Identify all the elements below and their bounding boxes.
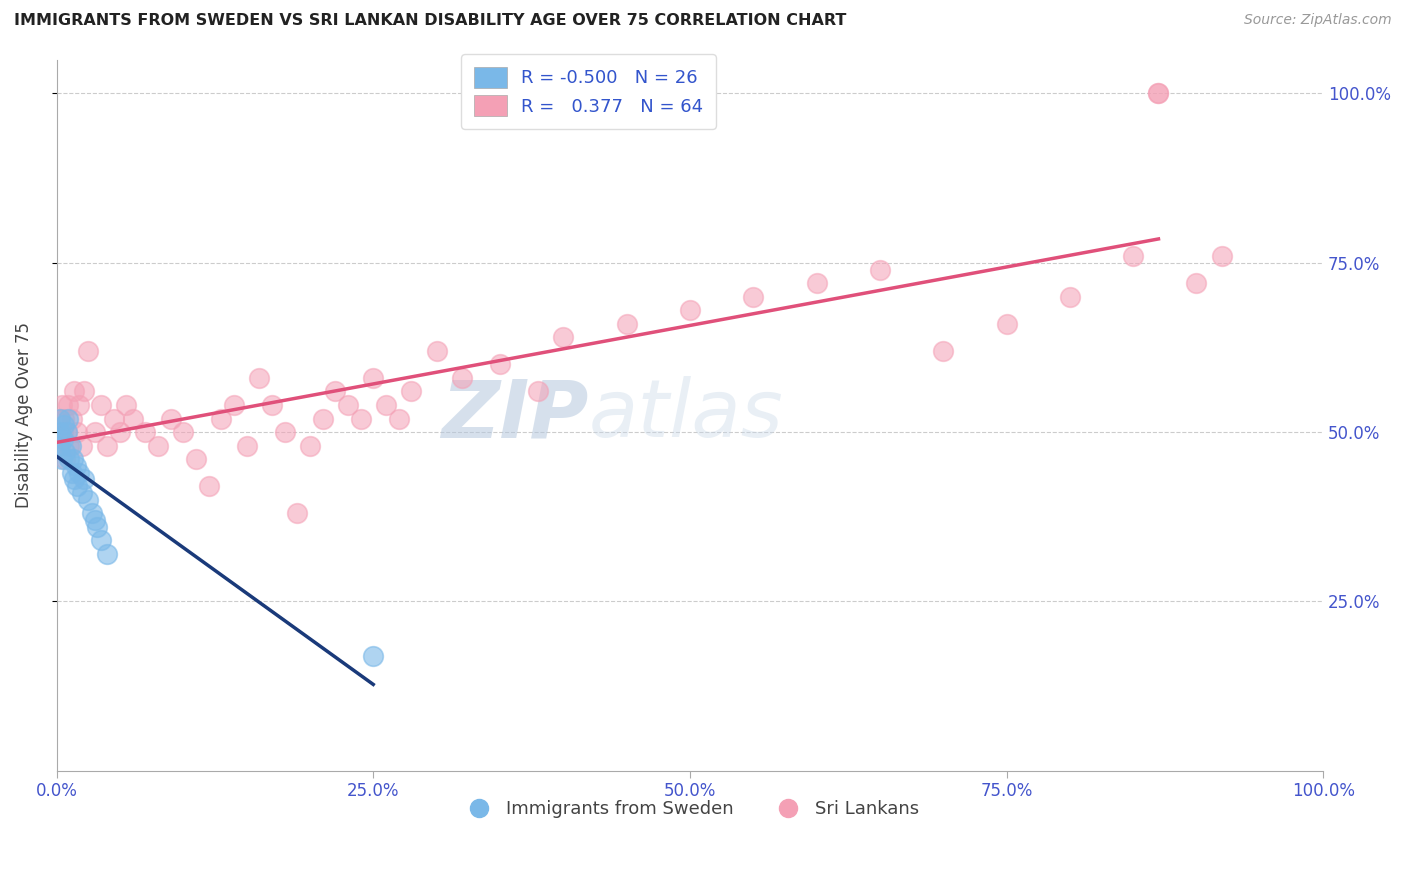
Point xyxy=(995,317,1018,331)
Point xyxy=(235,439,257,453)
Point xyxy=(489,357,512,371)
Point xyxy=(426,343,449,358)
Point xyxy=(83,425,105,439)
Point xyxy=(399,384,422,399)
Point xyxy=(55,425,77,439)
Point xyxy=(48,411,70,425)
Point xyxy=(121,411,143,425)
Point xyxy=(48,439,70,453)
Point xyxy=(56,398,79,412)
Point xyxy=(59,439,82,453)
Point xyxy=(209,411,232,425)
Point xyxy=(616,317,638,331)
Point xyxy=(52,425,75,439)
Point xyxy=(1059,290,1081,304)
Point xyxy=(70,439,93,453)
Point xyxy=(103,411,125,425)
Point xyxy=(86,520,108,534)
Point xyxy=(742,290,765,304)
Point xyxy=(932,343,955,358)
Point xyxy=(62,452,84,467)
Point xyxy=(349,411,371,425)
Point xyxy=(1211,249,1233,263)
Point xyxy=(49,439,72,453)
Point xyxy=(1122,249,1144,263)
Text: ZIP: ZIP xyxy=(441,376,589,454)
Point xyxy=(52,432,75,446)
Point xyxy=(806,276,828,290)
Point xyxy=(115,398,138,412)
Point xyxy=(1185,276,1208,290)
Point xyxy=(67,466,90,480)
Point xyxy=(159,411,181,425)
Point xyxy=(197,479,219,493)
Point xyxy=(869,262,891,277)
Point xyxy=(65,458,87,473)
Point xyxy=(273,425,295,439)
Point xyxy=(51,398,73,412)
Point xyxy=(336,398,359,412)
Point xyxy=(374,398,396,412)
Point xyxy=(83,513,105,527)
Point xyxy=(70,486,93,500)
Point xyxy=(96,547,118,561)
Point xyxy=(679,303,702,318)
Point xyxy=(361,648,384,663)
Y-axis label: Disability Age Over 75: Disability Age Over 75 xyxy=(15,322,32,508)
Point xyxy=(451,371,474,385)
Point xyxy=(527,384,550,399)
Point xyxy=(247,371,270,385)
Point xyxy=(260,398,283,412)
Point xyxy=(73,384,96,399)
Point xyxy=(323,384,346,399)
Point xyxy=(77,343,100,358)
Point xyxy=(60,411,83,425)
Point xyxy=(63,473,86,487)
Point xyxy=(55,452,77,467)
Point xyxy=(49,425,72,439)
Point xyxy=(222,398,245,412)
Point xyxy=(53,418,76,433)
Point xyxy=(90,533,112,548)
Point xyxy=(56,411,79,425)
Point xyxy=(90,398,112,412)
Text: IMMIGRANTS FROM SWEDEN VS SRI LANKAN DISABILITY AGE OVER 75 CORRELATION CHART: IMMIGRANTS FROM SWEDEN VS SRI LANKAN DIS… xyxy=(14,13,846,29)
Point xyxy=(553,330,575,344)
Point xyxy=(361,371,384,385)
Point xyxy=(108,425,131,439)
Point xyxy=(285,506,308,520)
Point xyxy=(58,452,80,467)
Point xyxy=(1147,87,1170,101)
Point xyxy=(66,425,89,439)
Point xyxy=(298,439,321,453)
Point xyxy=(172,425,194,439)
Point xyxy=(55,425,77,439)
Point xyxy=(96,439,118,453)
Point xyxy=(73,473,96,487)
Point xyxy=(77,492,100,507)
Text: atlas: atlas xyxy=(589,376,783,454)
Point xyxy=(146,439,169,453)
Point xyxy=(387,411,409,425)
Legend: Immigrants from Sweden, Sri Lankans: Immigrants from Sweden, Sri Lankans xyxy=(454,793,927,826)
Point xyxy=(1147,87,1170,101)
Point xyxy=(63,384,86,399)
Point xyxy=(49,411,72,425)
Point xyxy=(53,411,76,425)
Point xyxy=(55,445,77,459)
Point xyxy=(67,398,90,412)
Point xyxy=(311,411,333,425)
Point xyxy=(58,439,80,453)
Point xyxy=(51,452,73,467)
Point xyxy=(134,425,156,439)
Point xyxy=(66,479,89,493)
Point xyxy=(60,466,83,480)
Point xyxy=(80,506,103,520)
Point xyxy=(46,425,69,439)
Text: Source: ZipAtlas.com: Source: ZipAtlas.com xyxy=(1244,13,1392,28)
Point xyxy=(184,452,207,467)
